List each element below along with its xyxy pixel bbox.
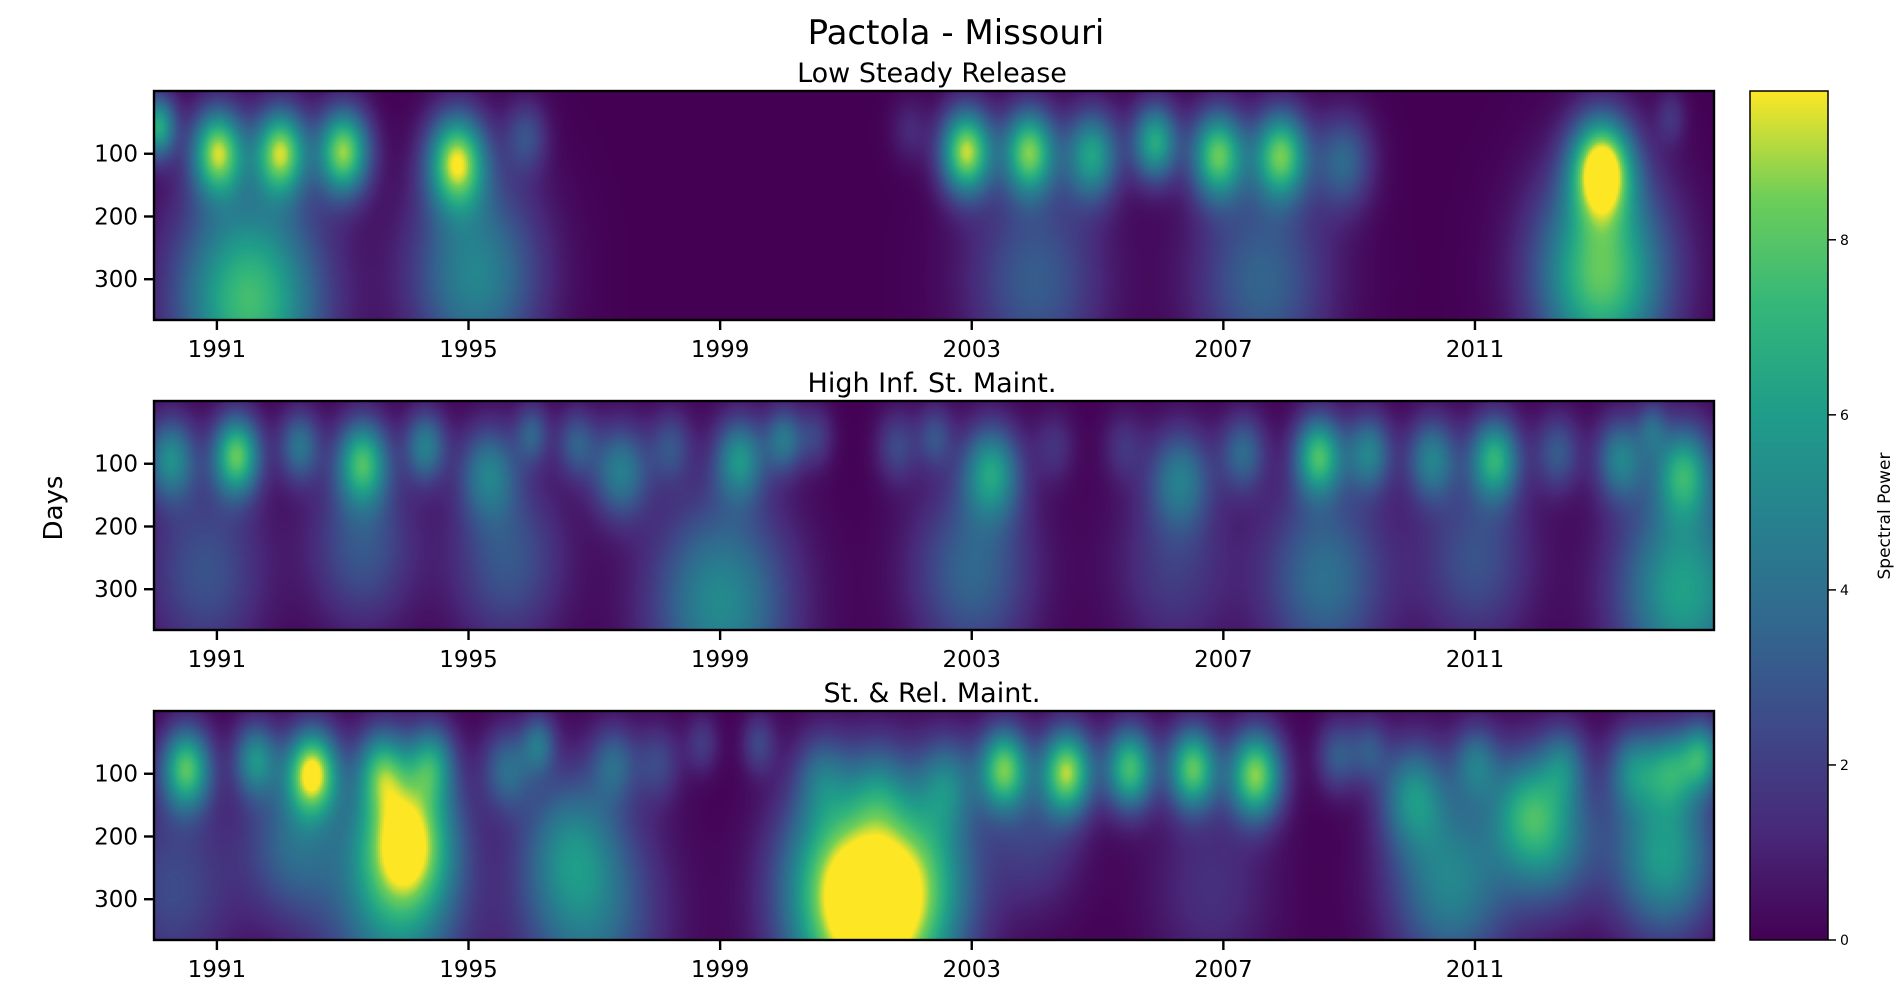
panel-title: High Inf. St. Maint. bbox=[808, 368, 1057, 399]
y-tick-label: 300 bbox=[94, 577, 138, 603]
x-tick-label: 2003 bbox=[942, 957, 1001, 983]
colorbar-gradient bbox=[1749, 90, 1829, 941]
x-axis: 1991 1995 1999 2003 2007 2011 bbox=[188, 940, 1505, 983]
x-tick-label: 1999 bbox=[691, 647, 750, 673]
plot-frame bbox=[152, 89, 1716, 322]
x-tick-label: 1991 bbox=[188, 647, 247, 673]
x-tick-label: 2003 bbox=[942, 337, 1001, 363]
panel-title: Low Steady Release bbox=[797, 58, 1067, 89]
y-tick-label: 300 bbox=[94, 267, 138, 293]
x-tick-label: 2003 bbox=[942, 647, 1001, 673]
x-tick-label: 2007 bbox=[1194, 647, 1253, 673]
x-tick-label: 1995 bbox=[439, 337, 498, 363]
x-tick-label: 1995 bbox=[439, 957, 498, 983]
y-tick-label: 300 bbox=[94, 887, 138, 913]
colorbar: 0 2 4 6 8 Spectral Power bbox=[1749, 90, 1895, 949]
panel-title: St. & Rel. Maint. bbox=[824, 678, 1041, 709]
y-tick-label: 200 bbox=[94, 514, 138, 540]
panel-3: St. & Rel. Maint. 100 200 300 1991 1995 1999… bbox=[94, 678, 1716, 983]
y-axis-label: Days bbox=[39, 476, 69, 541]
x-tick-label: 2011 bbox=[1446, 337, 1505, 363]
x-tick-label: 1991 bbox=[188, 337, 247, 363]
x-tick-label: 2011 bbox=[1446, 957, 1505, 983]
x-tick-label: 1995 bbox=[439, 647, 498, 673]
x-axis: 1991 1995 1999 2003 2007 2011 bbox=[188, 320, 1505, 363]
colorbar-tick-label: 6 bbox=[1840, 408, 1849, 424]
colorbar-tick-label: 0 bbox=[1840, 933, 1849, 949]
x-tick-label: 2011 bbox=[1446, 647, 1505, 673]
y-tick-label: 100 bbox=[94, 452, 138, 478]
chart-title: Pactola - Missouri bbox=[808, 13, 1105, 53]
plot-frame bbox=[152, 399, 1716, 632]
colorbar-tick-label: 4 bbox=[1840, 583, 1849, 599]
colorbar-tick-label: 8 bbox=[1840, 233, 1849, 249]
x-tick-label: 2007 bbox=[1194, 957, 1253, 983]
x-axis: 1991 1995 1999 2003 2007 2011 bbox=[188, 630, 1505, 673]
x-tick-label: 1999 bbox=[691, 337, 750, 363]
y-axis: 100 200 300 bbox=[94, 452, 154, 603]
y-tick-label: 200 bbox=[94, 204, 138, 230]
y-tick-label: 200 bbox=[94, 824, 138, 850]
x-tick-label: 1991 bbox=[188, 957, 247, 983]
plot-frame bbox=[152, 709, 1716, 942]
heatmap-image bbox=[154, 91, 1714, 320]
y-axis: 100 200 300 bbox=[94, 762, 154, 913]
colorbar-label: Spectral Power bbox=[1875, 453, 1895, 580]
colorbar-tick-label: 2 bbox=[1840, 758, 1849, 774]
y-tick-label: 100 bbox=[94, 762, 138, 788]
x-tick-label: 1999 bbox=[691, 957, 750, 983]
heatmap-image bbox=[154, 711, 1714, 940]
heatmap-image bbox=[154, 401, 1714, 630]
x-tick-label: 2007 bbox=[1194, 337, 1253, 363]
y-tick-label: 100 bbox=[94, 142, 138, 168]
y-axis: 100 200 300 bbox=[94, 142, 154, 293]
colorbar-axis: 0 2 4 6 8 bbox=[1828, 233, 1849, 949]
